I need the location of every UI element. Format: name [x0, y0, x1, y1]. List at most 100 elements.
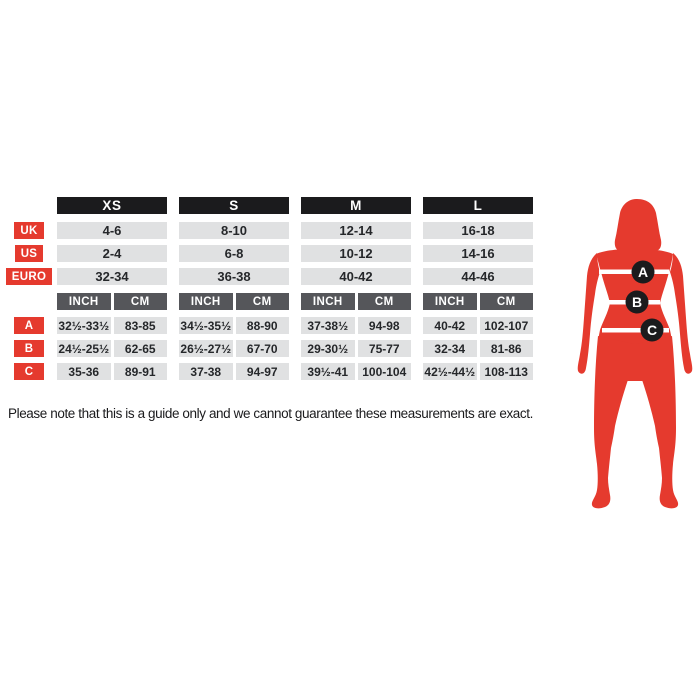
hip-marker-circle — [640, 318, 664, 342]
row-label-a: A — [14, 317, 44, 334]
table-row-euro: EURO 32-34 36-38 40-42 44-46 — [5, 268, 533, 285]
cell-c-s-inch: 37-38 — [179, 363, 233, 380]
unit-pair-m: INCH CM — [301, 293, 411, 310]
bust-marker-circle — [631, 260, 655, 284]
cell-uk-l: 16-18 — [423, 222, 533, 239]
cell-us-xs: 2-4 — [57, 245, 167, 262]
table-row-uk: UK 4-6 8-10 12-14 16-18 — [8, 222, 533, 239]
cells-a-s: 34½-35½ 88-90 — [179, 317, 289, 334]
cells-b-l: 32-34 81-86 — [423, 340, 533, 357]
cell-c-s-cm: 94-97 — [235, 363, 289, 380]
cell-euro-l: 44-46 — [423, 268, 533, 285]
cells-b-s: 26½-27½ 67-70 — [179, 340, 289, 357]
size-header-s: S — [179, 197, 289, 214]
row-label-us: US — [14, 245, 44, 262]
header-spacer — [8, 197, 57, 214]
table-row-b: B 24½-25½ 62-65 26½-27½ 67-70 29-30½ 75-… — [8, 340, 533, 357]
size-header-row: XS S M L — [8, 197, 533, 214]
waist-marker-circle — [625, 290, 649, 314]
unit-header-inch: INCH — [423, 293, 477, 310]
row-label-c: C — [14, 363, 44, 380]
unit-pair-s: INCH CM — [179, 293, 289, 310]
size-header-m: M — [301, 197, 411, 214]
figure-right-arm — [670, 253, 693, 374]
cell-b-m-cm: 75-77 — [357, 340, 411, 357]
cell-euro-xs: 32-34 — [57, 268, 167, 285]
table-row-us: US 2-4 6-8 10-12 14-16 — [8, 245, 533, 262]
body-silhouette: A B C — [577, 199, 693, 509]
label-col: UK — [8, 222, 57, 239]
cell-c-l-inch: 42½-44½ — [423, 363, 477, 380]
cells-c-m: 39½-41 100-104 — [301, 363, 411, 380]
cells-b-m: 29-30½ 75-77 — [301, 340, 411, 357]
unit-header-cm: CM — [357, 293, 411, 310]
waist-marker-label: B — [632, 294, 642, 310]
unit-pair-l: INCH CM — [423, 293, 533, 310]
size-header-xs: XS — [57, 197, 167, 214]
unit-header-inch: INCH — [301, 293, 355, 310]
cells-b-xs: 24½-25½ 62-65 — [57, 340, 167, 357]
cell-us-m: 10-12 — [301, 245, 411, 262]
table-row-c: C 35-36 89-91 37-38 94-97 39½-41 100-104… — [8, 363, 533, 380]
unit-header-inch: INCH — [57, 293, 111, 310]
row-label-euro: EURO — [5, 268, 53, 285]
cell-a-m-cm: 94-98 — [357, 317, 411, 334]
cell-b-xs-inch: 24½-25½ — [57, 340, 111, 357]
cell-a-l-inch: 40-42 — [423, 317, 477, 334]
cells-c-xs: 35-36 89-91 — [57, 363, 167, 380]
figure-left-leg — [591, 336, 634, 509]
header-spacer — [8, 293, 57, 310]
figure-left-arm — [577, 253, 600, 374]
cell-us-s: 6-8 — [179, 245, 289, 262]
cell-c-xs-inch: 35-36 — [57, 363, 111, 380]
label-col: C — [8, 363, 57, 380]
cell-a-m-inch: 37-38½ — [301, 317, 355, 334]
label-col: B — [8, 340, 57, 357]
hip-line — [602, 328, 669, 333]
cell-uk-s: 8-10 — [179, 222, 289, 239]
cell-us-l: 14-16 — [423, 245, 533, 262]
cell-euro-s: 36-38 — [179, 268, 289, 285]
cell-c-l-cm: 108-113 — [479, 363, 533, 380]
cell-euro-m: 40-42 — [301, 268, 411, 285]
cell-c-m-inch: 39½-41 — [301, 363, 355, 380]
cell-uk-m: 12-14 — [301, 222, 411, 239]
cell-a-xs-cm: 83-85 — [113, 317, 167, 334]
label-col: A — [8, 317, 57, 334]
cell-b-l-cm: 81-86 — [479, 340, 533, 357]
cells-c-l: 42½-44½ 108-113 — [423, 363, 533, 380]
unit-header-row: INCH CM INCH CM INCH CM INCH CM — [8, 293, 533, 310]
unit-header-cm: CM — [113, 293, 167, 310]
cells-a-l: 40-42 102-107 — [423, 317, 533, 334]
cell-a-xs-inch: 32½-33½ — [57, 317, 111, 334]
cell-a-l-cm: 102-107 — [479, 317, 533, 334]
cell-b-m-inch: 29-30½ — [301, 340, 355, 357]
row-label-b: B — [14, 340, 44, 357]
cell-c-m-cm: 100-104 — [357, 363, 411, 380]
unit-header-inch: INCH — [179, 293, 233, 310]
label-col: US — [8, 245, 57, 262]
cell-b-l-inch: 32-34 — [423, 340, 477, 357]
cell-a-s-inch: 34½-35½ — [179, 317, 233, 334]
cell-b-s-cm: 67-70 — [235, 340, 289, 357]
figure-head-hair — [614, 199, 662, 251]
table-row-a: A 32½-33½ 83-85 34½-35½ 88-90 37-38½ 94-… — [8, 317, 533, 334]
cell-b-xs-cm: 62-65 — [113, 340, 167, 357]
bust-marker-label: A — [638, 264, 648, 280]
cells-a-xs: 32½-33½ 83-85 — [57, 317, 167, 334]
cell-b-s-inch: 26½-27½ — [179, 340, 233, 357]
size-header-l: L — [423, 197, 533, 214]
figure-right-leg — [636, 336, 679, 509]
disclaimer-note: Please note that this is a guide only an… — [8, 406, 533, 421]
cell-uk-xs: 4-6 — [57, 222, 167, 239]
row-label-uk: UK — [14, 222, 44, 239]
unit-header-cm: CM — [479, 293, 533, 310]
unit-header-cm: CM — [235, 293, 289, 310]
label-col: EURO — [5, 268, 57, 285]
cells-a-m: 37-38½ 94-98 — [301, 317, 411, 334]
hip-marker-label: C — [647, 322, 657, 338]
size-chart-table: XS S M L UK 4-6 8-10 12-14 16-18 US 2-4 … — [5, 197, 533, 380]
unit-pair-xs: INCH CM — [57, 293, 167, 310]
cell-c-xs-cm: 89-91 — [113, 363, 167, 380]
